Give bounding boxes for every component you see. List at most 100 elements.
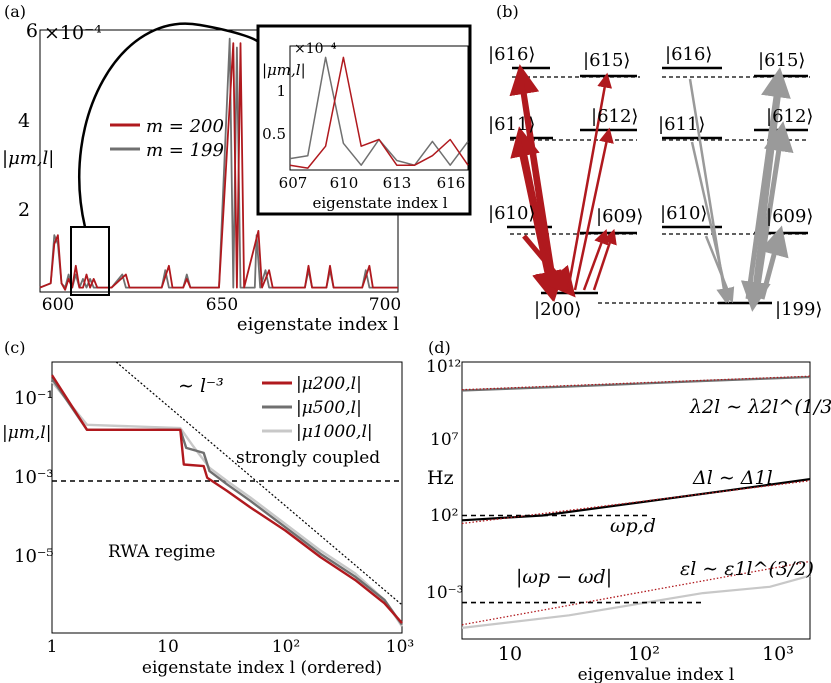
plot-c-series	[50, 361, 404, 628]
b-label-610-left: |610⟩	[488, 203, 535, 224]
b-arrow-611-199-down	[690, 141, 733, 304]
c-xtick-1000: 10³	[386, 637, 414, 657]
a-inset-ylabel: |μm,l|	[262, 61, 306, 79]
b-label-612-left: |612⟩	[591, 106, 638, 127]
c-series-200-l	[50, 374, 403, 624]
d-annotation-omega-diff: |ωp − ωd|	[516, 566, 612, 588]
a-xtick-700: 700	[369, 295, 401, 315]
d-ytick-12: 10¹²	[426, 357, 461, 377]
a-inset-xtick-610: 610	[330, 174, 359, 192]
c-annotation-powerlaw: ∼ l⁻³	[178, 375, 224, 397]
plot-d-frame	[461, 361, 811, 640]
b-arrow-610-200-down	[522, 234, 576, 298]
b-arrow-200-609-up	[582, 228, 609, 291]
panel-label-d: (d)	[428, 338, 451, 357]
a-xtick-600: 600	[42, 295, 74, 315]
b-label-199: |199⟩	[775, 299, 822, 320]
c-ytick-5: 10⁻⁵	[14, 546, 54, 567]
panel-b-level-diagram: |616⟩ |611⟩ |610⟩ |615⟩ |612⟩ |609⟩ |200…	[488, 44, 822, 320]
panel-c: 10⁻¹ 10⁻³ 10⁻⁵ |μm,l| 1 10 10² 10³ eigen…	[2, 361, 414, 678]
d-annotation-epsilon: εl ∼ ε1l^(3/2)	[680, 558, 814, 580]
d-series-l-fit	[461, 480, 811, 525]
a-inset-plot-frame	[289, 45, 469, 171]
b-label-200: |200⟩	[534, 299, 581, 320]
panel-label-b: (b)	[496, 2, 519, 21]
b-arrow-610-199-down	[704, 235, 735, 303]
a-inset-xtick-616: 616	[437, 174, 466, 192]
panel-d: 10¹² 10⁷ 10² 10⁻³ Hz 10 10² 10³ eigenval…	[426, 357, 831, 683]
d-ytick-7: 10⁷	[430, 430, 459, 450]
c-annotation-strong: strongly coupled	[236, 448, 380, 468]
d-xtick-100: 10²	[628, 643, 660, 665]
a-ytick-2: 2	[18, 199, 30, 221]
a-multiplier: ×10⁻⁴	[44, 22, 102, 44]
plot-d-series	[461, 375, 811, 629]
plot-c-frame	[51, 361, 403, 634]
d-ytick-m3: 10⁻³	[426, 583, 463, 603]
c-annotation-rwa: RWA regime	[108, 542, 215, 562]
d-xtick-10: 10	[498, 643, 522, 665]
a-series-m-200	[39, 42, 398, 291]
a-inset-multiplier: ×10⁻⁴	[294, 41, 337, 57]
c-ylabel: |μm,l|	[2, 423, 51, 443]
panel-label-c: (c)	[4, 338, 25, 357]
a-ytick-4: 4	[18, 110, 30, 132]
b-label-609-left: |609⟩	[596, 206, 643, 227]
a-xtick-650: 650	[206, 295, 238, 315]
c-ytick-3: 10⁻³	[14, 467, 54, 488]
d-series-l-fit	[461, 560, 811, 626]
plot-a-inset-series	[289, 56, 469, 169]
c-series-1000-l	[51, 381, 404, 628]
b-label-609-right: |609⟩	[766, 206, 813, 227]
a-inset-frame	[256, 24, 472, 216]
b-arrows-left	[509, 64, 617, 302]
a-inset-xtick-607: 607	[279, 174, 308, 192]
b-label-611-right: |611⟩	[658, 114, 705, 135]
panel-label-a: (a)	[4, 2, 26, 21]
b-arrow-200-609-up-2	[592, 228, 617, 291]
c-legend-500: |μ500,l|	[296, 398, 362, 418]
a-xlabel: eigenstate index l	[237, 314, 399, 335]
b-arrow-199-615-up	[745, 67, 791, 300]
a-legend-200: m = 200	[146, 116, 224, 137]
d-ylabel: Hz	[427, 467, 454, 489]
b-arrows-right	[688, 67, 794, 312]
c-powerlaw-line	[115, 361, 403, 606]
a-ytick-6: 6	[26, 20, 38, 42]
a-inset-ytick-1: 1	[276, 82, 286, 100]
c-legend-200: |μ200,l|	[296, 374, 362, 394]
a-ylabel: |μm,l|	[2, 148, 54, 169]
b-label-616-right: |616⟩	[665, 44, 712, 65]
d-annotation-omega: ωp,d	[610, 515, 656, 537]
b-arrow-199-609-up	[759, 225, 789, 300]
b-label-615-left: |615⟩	[583, 50, 630, 71]
c-ytick-1: 10⁻¹	[14, 388, 54, 409]
a-inset-series-m-200	[289, 56, 469, 169]
c-xlabel: eigenstate index l (ordered)	[142, 658, 382, 678]
panel-a: 6 ×10⁻⁴ 4 2 |μm,l| 600 650 700 eigenstat…	[2, 20, 472, 335]
b-label-612-right: |612⟩	[766, 106, 813, 127]
c-xtick-10: 10	[157, 637, 179, 657]
d-xtick-1000: 10³	[762, 643, 794, 665]
a-inset-ytick-05: 0.5	[262, 125, 286, 143]
b-arrow-200-612-up	[573, 127, 614, 291]
c-legend-1000: |μ1000,l|	[296, 422, 373, 442]
d-ytick-2: 10²	[430, 506, 458, 526]
b-arrow-615-199-down	[740, 81, 783, 312]
b-arrow-199-612-up	[753, 121, 794, 300]
a-inset-xlabel: eigenstate index l	[312, 194, 447, 212]
a-zoom-box	[70, 226, 110, 296]
c-xtick-100: 10²	[272, 637, 300, 657]
d-series-l	[461, 574, 811, 629]
b-label-611-left: |611⟩	[488, 114, 535, 135]
b-label-616-left: |616⟩	[488, 44, 535, 65]
a-legend-199: m = 199	[146, 140, 224, 161]
d-annotation-lambda: λ2l ∼ λ2l^(1/3)	[689, 396, 831, 418]
b-label-610-right: |610⟩	[660, 203, 707, 224]
a-zoom-connector	[78, 22, 260, 228]
d-annotation-delta: Δl ∼ Δ1l	[692, 467, 773, 489]
a-inset-xtick-613: 613	[383, 174, 412, 192]
b-label-615-right: |615⟩	[758, 50, 805, 71]
b-arrow-200-615-up	[566, 72, 613, 291]
